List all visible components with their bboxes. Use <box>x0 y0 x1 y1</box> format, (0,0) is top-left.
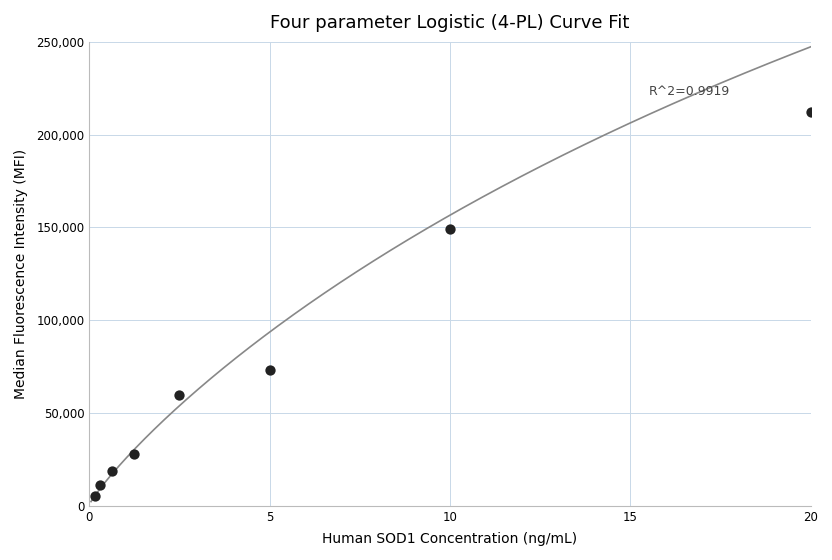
Point <box>94 480 107 489</box>
Point <box>804 108 817 117</box>
X-axis label: Human SOD1 Concentration (ng/mL): Human SOD1 Concentration (ng/mL) <box>322 532 577 546</box>
Title: Four parameter Logistic (4-PL) Curve Fit: Four parameter Logistic (4-PL) Curve Fit <box>270 14 630 32</box>
Point <box>443 225 457 234</box>
Point <box>173 390 186 399</box>
Text: R^2=0.9919: R^2=0.9919 <box>648 86 730 99</box>
Point <box>127 450 141 459</box>
Y-axis label: Median Fluorescence Intensity (MFI): Median Fluorescence Intensity (MFI) <box>14 149 28 399</box>
Point <box>263 366 276 375</box>
Point <box>88 491 102 500</box>
Point <box>105 466 118 475</box>
